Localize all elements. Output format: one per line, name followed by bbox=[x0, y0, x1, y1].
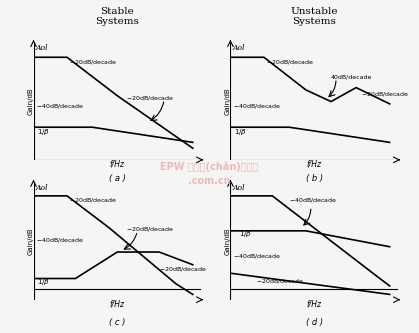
Y-axis label: Gain/dB: Gain/dB bbox=[225, 228, 230, 255]
Text: $-$20dB/decade: $-$20dB/decade bbox=[361, 90, 409, 98]
Y-axis label: Gain/dB: Gain/dB bbox=[28, 228, 34, 255]
Text: ( b ): ( b ) bbox=[306, 174, 323, 183]
Text: .com.cn: .com.cn bbox=[188, 176, 231, 186]
Text: ( d ): ( d ) bbox=[306, 318, 323, 327]
Text: Aol: Aol bbox=[36, 44, 49, 52]
Text: $1/\beta$: $1/\beta$ bbox=[239, 229, 252, 239]
Text: Unstable
Systems: Unstable Systems bbox=[290, 7, 338, 26]
Text: 40dB/decade: 40dB/decade bbox=[331, 74, 372, 79]
Text: ( a ): ( a ) bbox=[109, 174, 126, 183]
Text: Aol: Aol bbox=[233, 183, 246, 191]
X-axis label: f/Hz: f/Hz bbox=[110, 300, 125, 309]
Text: $1/\beta$: $1/\beta$ bbox=[37, 127, 50, 137]
X-axis label: f/Hz: f/Hz bbox=[307, 160, 322, 169]
Text: $-$20dB/decade: $-$20dB/decade bbox=[69, 196, 117, 204]
Text: EPW 電子產(chǎn)品世界: EPW 電子產(chǎn)品世界 bbox=[160, 161, 259, 172]
Y-axis label: Gain/dB: Gain/dB bbox=[28, 88, 34, 115]
Y-axis label: Gain/dB: Gain/dB bbox=[225, 88, 230, 115]
Text: $-$20dB/decade: $-$20dB/decade bbox=[159, 264, 207, 272]
Text: $-$20dB/decade: $-$20dB/decade bbox=[126, 94, 174, 102]
Text: $-$20dB/decade: $-$20dB/decade bbox=[69, 58, 117, 66]
Text: $-$20dB/decade: $-$20dB/decade bbox=[126, 225, 174, 233]
Text: Stable
Systems: Stable Systems bbox=[96, 7, 139, 26]
Text: $-$40dB/decade: $-$40dB/decade bbox=[36, 236, 84, 244]
Text: $-$40dB/decade: $-$40dB/decade bbox=[289, 196, 337, 204]
Text: Aol: Aol bbox=[36, 183, 49, 191]
Text: $1/\beta$: $1/\beta$ bbox=[234, 127, 247, 137]
Text: $-$40dB/decade: $-$40dB/decade bbox=[233, 102, 281, 110]
Text: ( c ): ( c ) bbox=[109, 318, 126, 327]
Text: Aol: Aol bbox=[233, 44, 246, 52]
Text: $-$20dB/decade: $-$20dB/decade bbox=[266, 58, 314, 66]
Text: $-$20dB/decade: $-$20dB/decade bbox=[256, 277, 304, 285]
Text: $-$40dB/decade: $-$40dB/decade bbox=[233, 252, 281, 260]
Text: $-$40dB/decade: $-$40dB/decade bbox=[36, 102, 84, 110]
Text: $1/\beta$: $1/\beta$ bbox=[37, 277, 50, 287]
X-axis label: f/Hz: f/Hz bbox=[307, 300, 322, 309]
X-axis label: f/Hz: f/Hz bbox=[110, 160, 125, 169]
